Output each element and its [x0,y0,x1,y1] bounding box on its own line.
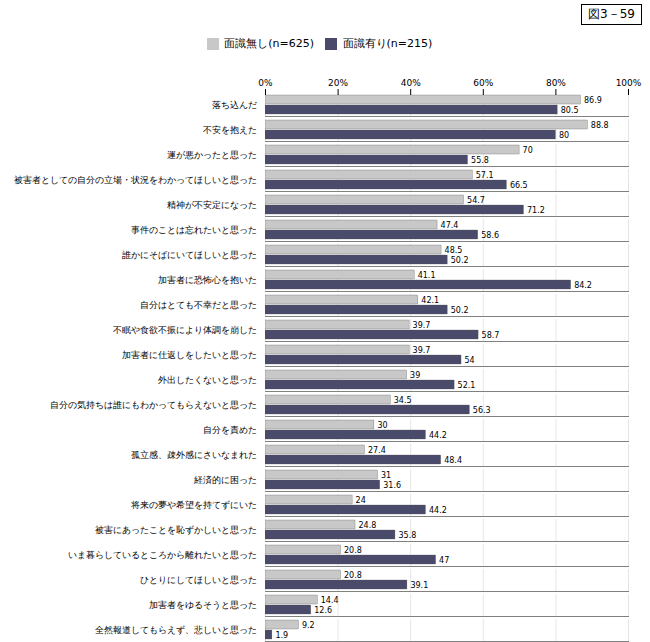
svg-text:60%: 60% [473,77,493,87]
svg-text:事件のことは忘れたいと思った: 事件のことは忘れたいと思った [131,225,257,235]
svg-text:47: 47 [439,555,449,564]
svg-text:70: 70 [523,145,533,154]
html-text:面識無し(n=625): 面識無し(n=625) [224,37,314,50]
svg-text:0%: 0% [258,77,273,87]
svg-text:不安を抱えた: 不安を抱えた [203,125,257,135]
svg-text:ひとりにしてほしいと思った: ひとりにしてほしいと思った [140,575,257,585]
svg-text:39.1: 39.1 [410,580,428,589]
svg-text:58.6: 58.6 [481,230,499,239]
svg-text:被害にあったことを恥ずかしいと思った: 被害にあったことを恥ずかしいと思った [95,525,257,535]
svg-text:1.9: 1.9 [275,630,288,639]
svg-text:将来の夢や希望を持てずにいた: 将来の夢や希望を持てずにいた [130,500,257,510]
svg-text:39: 39 [410,370,420,379]
svg-text:42.1: 42.1 [421,295,439,304]
svg-text:66.5: 66.5 [510,180,528,189]
svg-text:80.5: 80.5 [561,105,579,114]
svg-text:9.2: 9.2 [302,620,315,629]
svg-text:54: 54 [465,355,475,364]
svg-text:不眠や食欲不振により体調を崩した: 不眠や食欲不振により体調を崩した [113,325,257,335]
html-text:面識有り(n=215): 面識有り(n=215) [342,37,433,50]
svg-text:34.5: 34.5 [394,395,412,404]
svg-text:27.4: 27.4 [368,445,386,454]
svg-text:14.4: 14.4 [321,595,339,604]
svg-text:56.3: 56.3 [473,405,491,414]
svg-text:100%: 100% [616,77,642,87]
svg-text:58.7: 58.7 [482,330,500,339]
html-text:図3－59: 図3－59 [588,7,635,21]
svg-text:54.7: 54.7 [467,195,485,204]
svg-text:いま暮らしているところから離れたいと思った: いま暮らしているところから離れたいと思った [68,550,257,560]
svg-text:20.8: 20.8 [344,545,362,554]
svg-text:20.8: 20.8 [344,570,362,579]
svg-text:35.8: 35.8 [398,530,416,539]
svg-text:84.2: 84.2 [574,280,592,289]
svg-text:44.2: 44.2 [429,505,447,514]
svg-text:落ち込んだ: 落ち込んだ [212,100,257,110]
svg-text:57.1: 57.1 [476,170,494,179]
svg-text:経済的に困った: 経済的に困った [193,475,257,485]
svg-text:40%: 40% [401,77,421,87]
svg-text:80%: 80% [546,77,566,87]
svg-text:自分を責めた: 自分を責めた [203,425,257,435]
svg-text:39.7: 39.7 [413,320,431,329]
svg-text:運が悪かったと思った: 運が悪かったと思った [167,150,257,160]
svg-text:88.8: 88.8 [591,120,609,129]
svg-text:48.4: 48.4 [444,455,462,464]
svg-text:孤立感、疎外感にさいなまれた: 孤立感、疎外感にさいなまれた [131,450,257,460]
svg-text:50.2: 50.2 [451,305,469,314]
svg-text:47.4: 47.4 [441,220,459,229]
svg-text:31: 31 [381,470,391,479]
svg-text:誰かにそばにいてほしいと思った: 誰かにそばにいてほしいと思った [122,250,257,260]
svg-text:48.5: 48.5 [445,245,463,254]
svg-text:31.6: 31.6 [383,480,401,489]
svg-text:精神が不安定になった: 精神が不安定になった [167,200,257,210]
svg-text:52.1: 52.1 [458,380,476,389]
svg-text:24.8: 24.8 [359,520,377,529]
svg-text:被害者としての自分の立場・状況をわかってほしいと思った: 被害者としての自分の立場・状況をわかってほしいと思った [14,175,257,185]
svg-text:55.8: 55.8 [471,155,489,164]
svg-text:加害者に恐怖心を抱いた: 加害者に恐怖心を抱いた [158,275,257,285]
svg-text:41.1: 41.1 [418,270,436,279]
svg-text:全然報道してもらえず、悲しいと思った: 全然報道してもらえず、悲しいと思った [95,625,257,635]
svg-text:加害者をゆるそうと思った: 加害者をゆるそうと思った [149,600,257,610]
svg-text:自分の気持ちは誰にもわかってもらえないと思った: 自分の気持ちは誰にもわかってもらえないと思った [50,400,257,410]
svg-text:20%: 20% [328,77,348,87]
svg-text:71.2: 71.2 [527,205,545,214]
svg-text:加害者に仕返しをしたいと思った: 加害者に仕返しをしたいと思った [122,350,257,360]
svg-text:39.7: 39.7 [413,345,431,354]
svg-text:24: 24 [356,495,366,504]
svg-text:86.9: 86.9 [584,95,602,104]
svg-text:自分はとても不幸だと思った: 自分はとても不幸だと思った [140,300,257,310]
svg-text:50.2: 50.2 [451,255,469,264]
svg-text:80: 80 [559,130,569,139]
svg-text:44.2: 44.2 [429,430,447,439]
svg-text:30: 30 [377,420,387,429]
svg-text:外出したくないと思った: 外出したくないと思った [158,375,257,385]
svg-text:12.6: 12.6 [314,605,332,614]
